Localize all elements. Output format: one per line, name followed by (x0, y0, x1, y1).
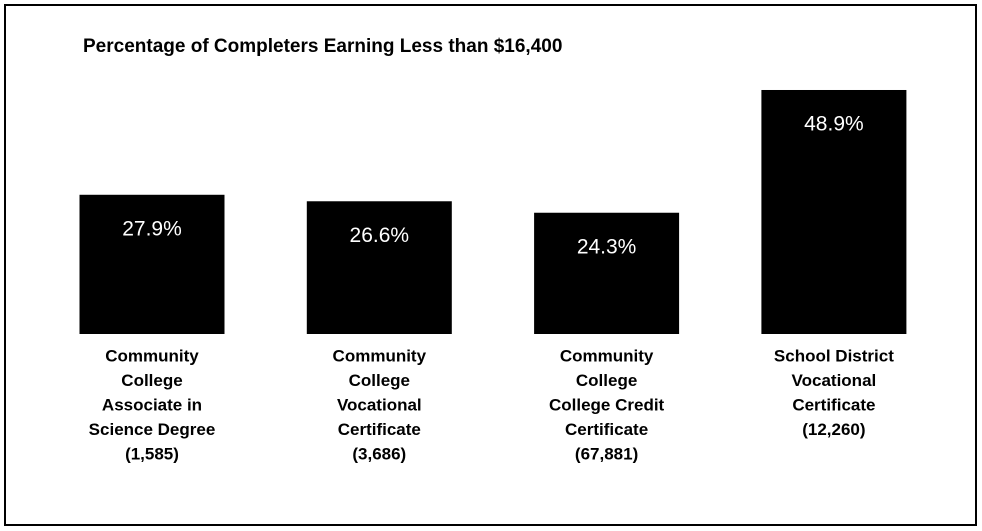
chart-title: Percentage of Completers Earning Less th… (83, 36, 562, 57)
category-label: School District (774, 346, 894, 365)
category-label: Associate in (102, 395, 202, 414)
bar (761, 89, 907, 334)
bar (534, 212, 680, 334)
category-label: Certificate (565, 420, 648, 439)
value-label: 26.6% (350, 224, 410, 247)
category-label: Community (560, 346, 654, 365)
category-label: Certificate (792, 395, 875, 414)
category-label: Science Degree (89, 420, 216, 439)
value-label: 27.9% (122, 217, 182, 240)
category-label: College (576, 371, 637, 390)
bar (79, 194, 225, 334)
category-label: College (349, 371, 410, 390)
category-label: College (121, 371, 182, 390)
category-label: Vocational (792, 371, 877, 390)
category-label: Certificate (338, 420, 421, 439)
category-label: (3,686) (352, 444, 406, 463)
category-label: (12,260) (802, 420, 865, 439)
category-label: Community (333, 346, 427, 365)
category-label: (1,585) (125, 444, 179, 463)
value-label: 48.9% (804, 113, 864, 136)
category-label: (67,881) (575, 444, 638, 463)
category-label: Vocational (337, 395, 422, 414)
category-label: Community (105, 346, 199, 365)
value-label: 24.3% (577, 235, 637, 258)
bar (306, 201, 452, 334)
category-label: College Credit (549, 395, 665, 414)
